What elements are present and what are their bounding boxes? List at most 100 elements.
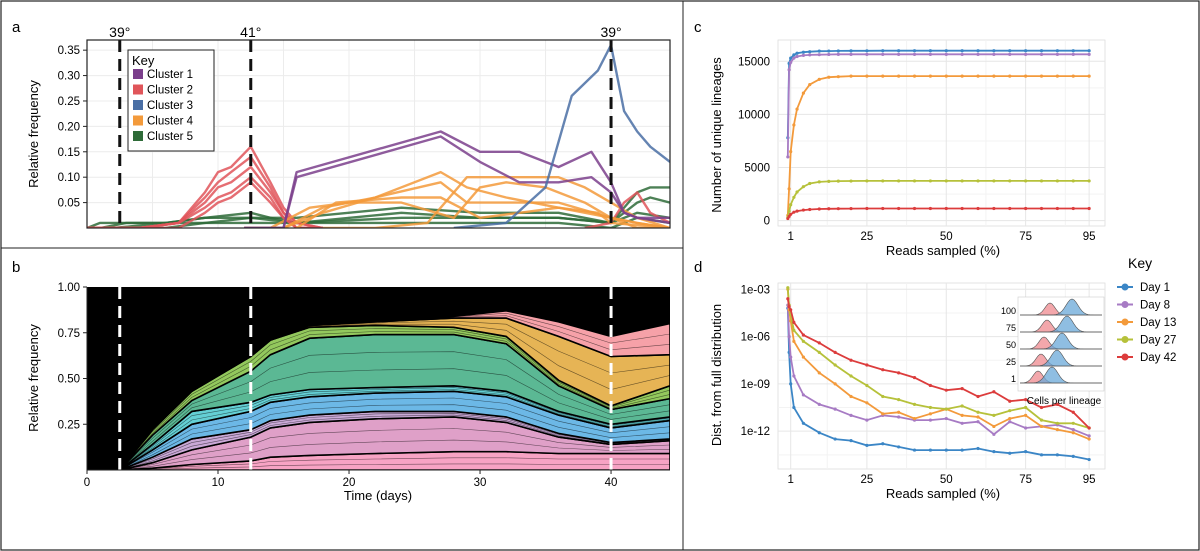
- data-point: [992, 450, 996, 454]
- y-tick-label: 0.30: [58, 71, 80, 83]
- series-line: [786, 75, 1090, 216]
- panel-d: 1 25 50 75 95 1e-12 1e-09 1e-06 1e-03 Reads samp…: [709, 282, 1106, 501]
- data-point: [808, 83, 812, 87]
- panel-c-lines: [786, 49, 1091, 221]
- data-point: [827, 75, 831, 79]
- data-point: [992, 206, 996, 211]
- data-point: [817, 371, 821, 375]
- data-point: [849, 394, 853, 399]
- legend-label: Day 1: [1140, 282, 1170, 294]
- series-line: [584, 191, 670, 228]
- data-point: [912, 416, 917, 421]
- data-point: [881, 412, 885, 416]
- data-point: [787, 187, 791, 191]
- data-point: [1087, 74, 1091, 78]
- data-point: [789, 355, 793, 359]
- data-point: [960, 206, 964, 211]
- data-point: [912, 448, 917, 452]
- data-point: [1008, 451, 1012, 455]
- x-tick-label: 20: [343, 477, 356, 489]
- data-point: [1087, 457, 1091, 462]
- data-point: [1071, 410, 1075, 414]
- data-point: [792, 53, 796, 57]
- y-tick-label: 0.25: [58, 419, 80, 431]
- x-tick-label: 50: [940, 231, 953, 243]
- x-tick-label: 40: [605, 477, 618, 489]
- legend-label: Cluster 2: [147, 85, 193, 97]
- inset-y-tick-label: 25: [1006, 357, 1016, 367]
- x-tick-label: 10: [212, 477, 225, 489]
- data-point: [865, 74, 869, 78]
- data-point: [801, 50, 805, 54]
- lineage-line: [87, 397, 670, 470]
- data-point: [960, 404, 964, 408]
- temperature-marker-label: 39°: [600, 24, 621, 40]
- data-point: [865, 179, 869, 183]
- data-point: [865, 401, 869, 405]
- data-point: [833, 363, 837, 367]
- data-point: [833, 350, 837, 354]
- data-point: [801, 333, 805, 337]
- data-point: [912, 179, 917, 183]
- data-point: [865, 49, 869, 53]
- lineage-line: [87, 428, 670, 470]
- data-point: [928, 448, 932, 452]
- data-point: [789, 308, 793, 312]
- data-point: [976, 410, 980, 414]
- data-point: [833, 382, 837, 386]
- panel-a-grid: [86, 40, 670, 228]
- data-point: [1071, 427, 1075, 432]
- data-point: [792, 405, 796, 410]
- data-point: [865, 383, 869, 388]
- data-point: [789, 56, 793, 60]
- data-point: [1087, 437, 1091, 441]
- y-tick-label: 0.35: [58, 45, 80, 57]
- lineage-line: [87, 331, 670, 470]
- data-point: [808, 207, 812, 212]
- legend-label: Day 8: [1140, 300, 1170, 312]
- day-legend-entries: Day 1 Day 8 Day 13 Day 27 Day 42: [1117, 282, 1176, 364]
- legend-marker: [1121, 353, 1129, 361]
- data-point: [801, 53, 805, 58]
- data-point: [944, 206, 948, 211]
- data-point: [801, 208, 805, 212]
- data-point: [836, 49, 840, 53]
- data-point: [849, 439, 853, 443]
- data-point: [1008, 74, 1012, 78]
- series-line: [453, 43, 670, 228]
- panel-b-y-label: Relative frequency: [26, 324, 41, 432]
- inset-ridgeline: 100 75 50 25 1 Cells per lineage: [1001, 296, 1105, 407]
- data-point: [1039, 179, 1044, 183]
- panel-d-lines: [786, 286, 1091, 462]
- data-point: [976, 74, 980, 78]
- data-point: [787, 305, 791, 309]
- data-point: [801, 355, 805, 359]
- data-point: [881, 179, 885, 183]
- legend-swatch: [133, 115, 143, 126]
- data-point: [787, 334, 791, 339]
- data-point: [789, 150, 793, 154]
- data-point: [849, 206, 853, 211]
- cluster-legend-entries: Cluster 1 Cluster 2 Cluster 3 Cluster 4 Clus…: [133, 69, 194, 143]
- panel-c-grid: [778, 40, 1105, 226]
- data-point: [1024, 49, 1028, 53]
- data-point: [1024, 52, 1028, 56]
- series-line: [295, 196, 670, 228]
- y-tick-label: 0.15: [58, 147, 80, 159]
- data-point: [865, 52, 869, 56]
- data-point: [976, 206, 980, 211]
- data-point: [1055, 52, 1059, 56]
- data-point: [817, 77, 821, 81]
- data-point: [865, 418, 869, 422]
- data-point: [944, 179, 948, 183]
- x-tick-label: 25: [860, 231, 873, 243]
- data-point: [928, 405, 932, 410]
- lineage-line: [87, 404, 670, 470]
- panel-b: 0 10 20 30 40 0.25 0.50 0.75 1.00 Time (days) Re…: [26, 282, 670, 503]
- data-point: [817, 402, 821, 406]
- data-point: [897, 74, 901, 78]
- data-point: [827, 179, 831, 183]
- data-point: [795, 54, 799, 59]
- inset-y-tick-label: 1: [1011, 374, 1016, 384]
- data-point: [960, 52, 964, 56]
